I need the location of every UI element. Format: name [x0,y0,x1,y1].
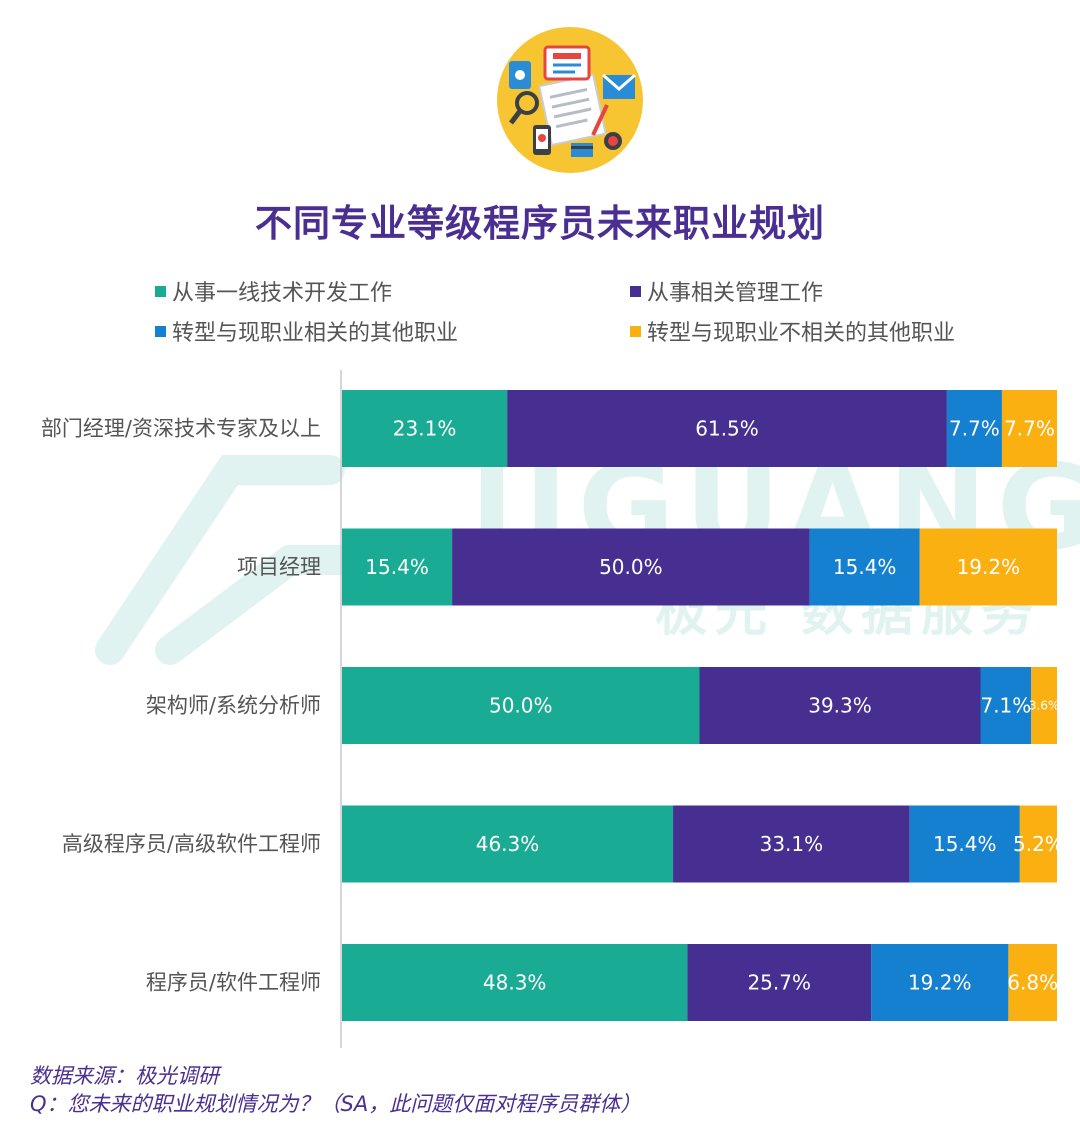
data-label: 15.4% [933,832,997,856]
data-label: 39.3% [808,694,872,718]
data-label: 6.8% [1007,971,1058,995]
bar-segment [342,667,700,744]
data-label: 48.3% [483,971,547,995]
bar-segment [452,528,810,606]
data-label: 7.7% [1004,417,1055,441]
data-label: 61.5% [695,417,759,441]
bar-segment [342,528,453,606]
data-label: 19.2% [957,555,1021,579]
news-illustration-icon [497,27,643,173]
data-label: 19.2% [908,971,972,995]
bar-segment [919,528,1057,606]
data-label: 33.1% [760,832,824,856]
bar-segment [1031,667,1057,744]
bar-segment [687,944,872,1021]
legend-item-frontline-dev: 从事一线技术开发工作 [155,275,392,307]
bar-segment [980,667,1032,744]
category-label: 部门经理/资深技术专家及以上 [41,417,321,441]
bar-segment [871,944,1009,1021]
data-label: 25.7% [747,971,811,995]
category-label: 项目经理 [237,555,321,579]
legend-swatch [155,325,166,337]
bar-segment [1001,390,1057,467]
legend-label: 从事相关管理工作 [647,281,824,306]
bar-segment [507,390,947,467]
data-label: 7.1% [980,694,1031,718]
bar-segment [699,667,981,744]
bar-segment [1019,805,1057,883]
bars-layer: 部门经理/资深技术专家及以上 23.1% 61.5% 7.7% 7.7% 项目经理 15.4… [41,390,1064,1021]
data-source-note: 数据来源：极光调研 [30,1064,219,1088]
bar-segment [342,805,674,883]
data-label: 50.0% [599,555,663,579]
legend-swatch [630,285,641,297]
bar-segment [673,805,910,883]
data-label: 5.2% [1013,832,1064,856]
data-label: 15.4% [833,555,897,579]
data-label: 3.6% [1029,699,1060,713]
data-label: 15.4% [365,555,429,579]
bar-segment [909,805,1020,883]
watermark-logo-icon [95,455,375,665]
legend-label: 转型与现职业不相关的其他职业 [647,321,956,346]
bar-segment [1008,944,1057,1021]
bar-segment [342,390,508,467]
legend-label: 转型与现职业相关的其他职业 [172,321,459,346]
category-label: 程序员/软件工程师 [146,971,321,995]
bar-segment [342,944,688,1021]
data-label: 50.0% [489,694,553,718]
category-label: 高级程序员/高级软件工程师 [62,832,321,856]
bar-segment [809,528,920,606]
legend-item-unrelated-career: 转型与现职业不相关的其他职业 [630,315,955,347]
legend-item-related-career: 转型与现职业相关的其他职业 [155,315,458,347]
data-label: 23.1% [393,417,457,441]
data-label: 46.3% [476,832,540,856]
chart-title: 不同专业等级程序员未来职业规划 [255,202,825,245]
legend-swatch [155,285,166,297]
legend-swatch [630,325,641,337]
category-label: 架构师/系统分析师 [146,694,321,718]
bar-segment [946,390,1002,467]
legend-label: 从事一线技术开发工作 [172,281,393,306]
legend-item-management: 从事相关管理工作 [630,275,823,307]
survey-question-note: Q：您未来的职业规划情况为？（SA，此问题仅面对程序员群体） [30,1092,642,1116]
data-label: 7.7% [949,417,1000,441]
